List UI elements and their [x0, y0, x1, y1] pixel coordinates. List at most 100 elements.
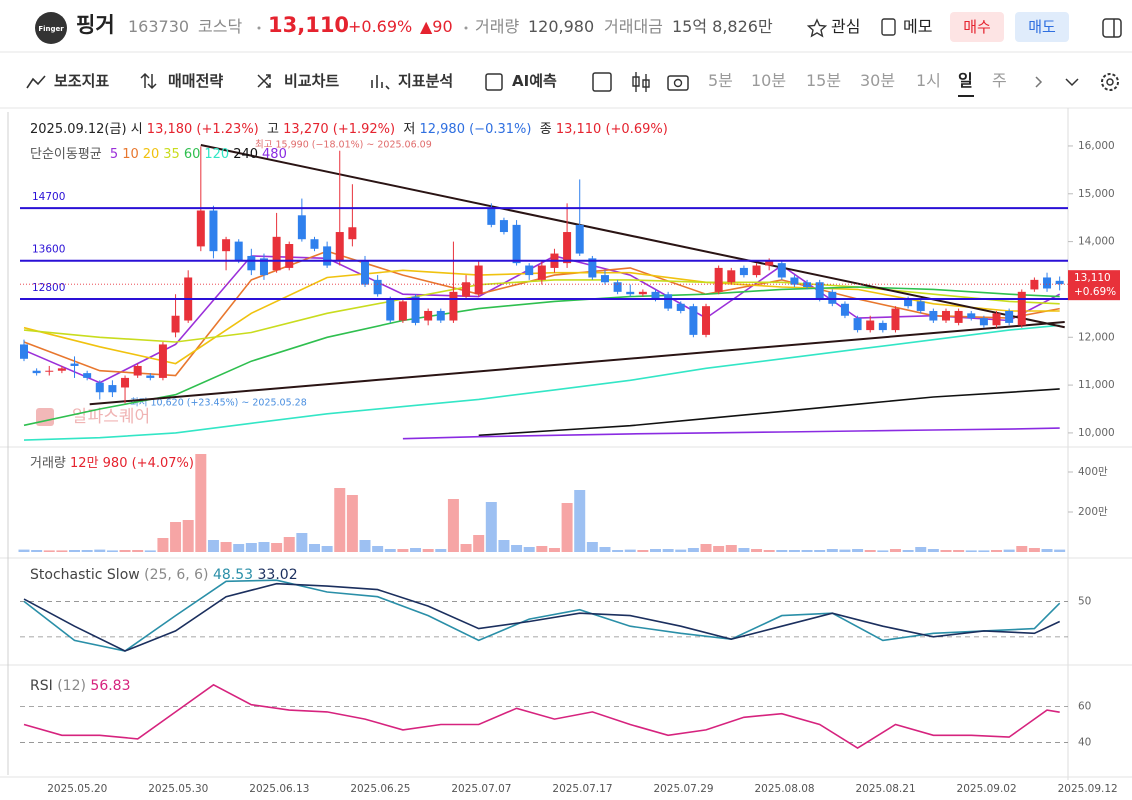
- candle-body: [348, 227, 357, 240]
- panel-icon[interactable]: [1102, 18, 1122, 38]
- stoch-title: Stochastic Slow: [30, 567, 140, 583]
- line: [23, 683, 1060, 749]
- x-tick-label: 2025.07.07: [451, 783, 511, 795]
- volume-bar: [397, 549, 409, 552]
- volume-bar: [359, 540, 371, 552]
- candle-body: [904, 299, 913, 307]
- scroll-right[interactable]: [1035, 76, 1043, 88]
- toolbar-item[interactable]: 지표분석: [398, 72, 454, 90]
- toolbar-item[interactable]: 매매전략: [168, 72, 224, 90]
- rsi-value: 56.83: [90, 678, 131, 694]
- logo: [35, 12, 67, 44]
- settings-icon[interactable]: [1101, 73, 1119, 91]
- memo-button[interactable]: 메모: [903, 17, 933, 36]
- market: 코스닥: [198, 17, 243, 36]
- period[interactable]: 15분: [806, 71, 842, 90]
- toolbar-item[interactable]: 보조지표: [54, 72, 110, 90]
- settings-icon: [1106, 78, 1114, 86]
- rsi-legend: RSI (12) 56.83: [30, 678, 131, 694]
- toolbar-item[interactable]: 비교차트: [284, 72, 340, 90]
- volume-bar: [586, 542, 598, 552]
- candle-body: [840, 303, 849, 316]
- volume-bar: [902, 550, 914, 552]
- sell-button[interactable]: 매도: [1015, 12, 1069, 42]
- candle-body: [803, 282, 812, 288]
- candle-body: [790, 277, 799, 285]
- volume-bar: [485, 502, 497, 552]
- volume-bar: [889, 549, 901, 552]
- volume-bar: [561, 503, 573, 552]
- volume-bar: [334, 488, 346, 552]
- volume-bar: [346, 495, 358, 552]
- volume-bar: [662, 549, 674, 552]
- candle-body: [891, 308, 900, 331]
- stoch-d-value: 33.02: [257, 567, 298, 583]
- period[interactable]: 10분: [751, 71, 787, 90]
- volume-bar: [422, 549, 434, 552]
- candle-body: [702, 306, 711, 335]
- candle-body: [310, 239, 319, 249]
- volume-bar: [410, 548, 422, 552]
- level-label: 13600: [32, 244, 65, 256]
- candle-body: [1055, 280, 1064, 285]
- x-tick-label: 2025.09.12: [1058, 783, 1118, 795]
- indicator-icon[interactable]: [26, 75, 46, 89]
- volume-bar: [157, 538, 169, 552]
- period[interactable]: 5분: [708, 71, 733, 90]
- line: [23, 286, 1060, 427]
- volume-bar: [763, 550, 775, 552]
- period[interactable]: 1시: [916, 71, 941, 90]
- line: [478, 388, 1060, 437]
- chart-type-icon[interactable]: [632, 72, 650, 92]
- watch-button[interactable]: 관심: [831, 17, 861, 36]
- candle-body: [967, 313, 976, 319]
- expand-icon[interactable]: [1065, 78, 1079, 87]
- volume-bar: [877, 550, 889, 552]
- buy-button[interactable]: 매수: [950, 12, 1004, 42]
- ma-legend-item: 35: [163, 147, 180, 162]
- line: [23, 582, 1061, 652]
- trendline: [89, 320, 1065, 406]
- analysis-icon[interactable]: [371, 75, 390, 90]
- period[interactable]: 30분: [860, 71, 896, 90]
- candle-body: [361, 260, 370, 285]
- compare-icon[interactable]: [257, 74, 271, 88]
- star-icon[interactable]: [806, 18, 828, 38]
- price-tag-price: 13,110: [1074, 272, 1111, 284]
- ma-legend-item: 20: [142, 147, 160, 162]
- ai-icon[interactable]: [485, 73, 503, 91]
- volume-bar: [801, 550, 813, 552]
- candle-body: [752, 265, 761, 276]
- candle-body: [941, 310, 950, 321]
- period-selected[interactable]: 일: [958, 71, 973, 90]
- volume-bar: [18, 549, 30, 552]
- candle-body: [146, 375, 155, 378]
- candle-body: [777, 263, 786, 278]
- price-tag: [1068, 270, 1120, 301]
- candle-body: [45, 370, 54, 372]
- camera-icon[interactable]: [667, 75, 689, 91]
- volume-bar: [965, 550, 977, 552]
- draw-icon[interactable]: [592, 72, 612, 92]
- memo-icon[interactable]: [881, 18, 896, 36]
- strategy-icon[interactable]: [140, 72, 157, 90]
- candle-body: [297, 215, 306, 240]
- candle-body: [411, 296, 420, 323]
- volume-bar: [308, 544, 320, 552]
- candle-body: [133, 365, 142, 376]
- candle-body: [979, 318, 988, 326]
- x-tick-label: 2025.06.25: [350, 783, 410, 795]
- period[interactable]: 주: [992, 71, 1007, 90]
- candle-body: [727, 270, 736, 283]
- volume-bar: [119, 550, 131, 552]
- candle-body: [588, 258, 597, 278]
- volume-bar: [991, 550, 1003, 552]
- candle-body: [474, 265, 483, 295]
- rsi-title: RSI: [30, 678, 53, 694]
- y-tick-label: 15,000: [1078, 188, 1115, 200]
- volume-bar: [915, 547, 927, 552]
- candle-body: [285, 244, 294, 268]
- candle-body: [878, 322, 887, 331]
- toolbar-item[interactable]: AI예측: [512, 72, 557, 90]
- volume-bar: [738, 548, 750, 552]
